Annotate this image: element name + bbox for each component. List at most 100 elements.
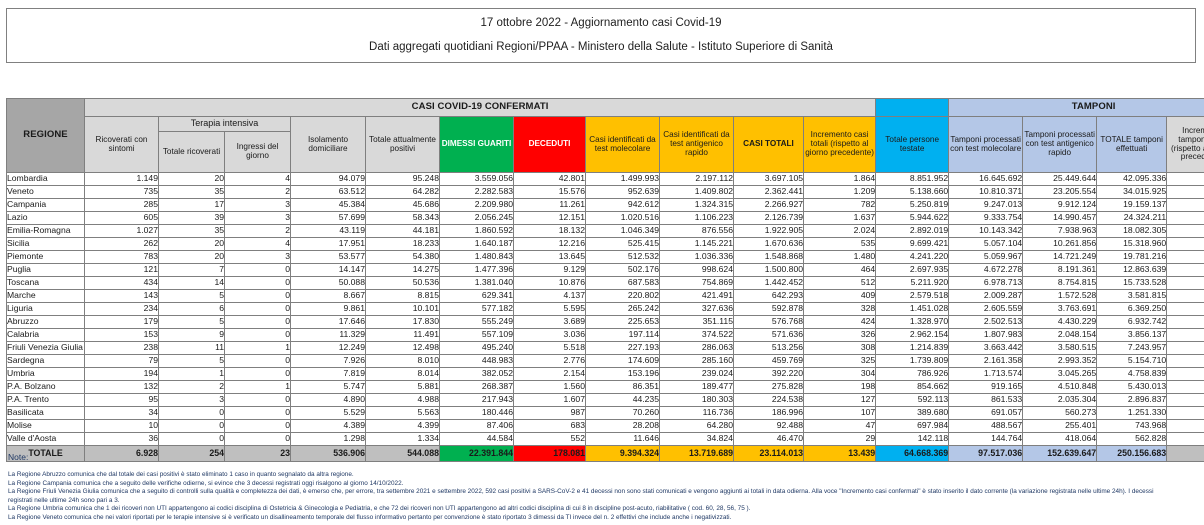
data-cell: 727 xyxy=(1166,393,1204,407)
data-cell: 45.384 xyxy=(290,198,366,212)
data-cell: 0 xyxy=(158,406,225,420)
data-cell: 448.983 xyxy=(439,354,514,368)
region-name-cell: Puglia xyxy=(6,263,85,277)
data-cell: 5.881 xyxy=(365,380,440,394)
data-cell: 1.713.574 xyxy=(948,367,1024,381)
data-cell: 238 xyxy=(84,341,159,355)
data-cell: 1.027 xyxy=(84,224,159,238)
data-cell: 15.576 xyxy=(513,185,586,199)
region-name-cell: P.A. Bolzano xyxy=(6,380,85,394)
data-cell: 1.626 xyxy=(1166,315,1204,329)
data-cell: 70.260 xyxy=(585,406,660,420)
data-cell: 1.572.528 xyxy=(1022,289,1098,303)
note-line: La Regione Veneto comunica che nei valor… xyxy=(8,513,732,521)
data-cell: 2.035.304 xyxy=(1022,393,1098,407)
data-cell: 6 xyxy=(158,302,225,316)
data-cell: 217.943 xyxy=(439,393,514,407)
data-cell: 1.381.040 xyxy=(439,276,514,290)
data-cell: 6.978.713 xyxy=(948,276,1024,290)
data-cell: 4.399 xyxy=(365,419,440,433)
data-cell: 8.010 xyxy=(365,354,440,368)
data-cell: 0 xyxy=(224,263,291,277)
data-cell: 255.401 xyxy=(1022,419,1098,433)
data-cell: 1.864 xyxy=(802,172,877,186)
table-row: Molise 10 0 0 4.389 4.399 87.406 683 28.208 64.28… xyxy=(6,419,1204,433)
data-cell: 8.191.361 xyxy=(1022,263,1098,277)
data-cell: 18.082.305 xyxy=(1096,224,1168,238)
data-cell: 24.324.211 xyxy=(1096,211,1168,225)
table-row: Puglia 121 7 0 14.147 14.275 1.477.396 9.129 502… xyxy=(6,263,1204,277)
data-cell: 42.801 xyxy=(513,172,586,186)
data-cell: 11 xyxy=(158,341,225,355)
total-data-cell: 23 xyxy=(224,445,291,462)
data-cell: 5.138.660 xyxy=(875,185,950,199)
data-cell: 3 xyxy=(158,393,225,407)
data-cell: 560.273 xyxy=(1022,406,1098,420)
data-cell: 17.951 xyxy=(290,237,366,251)
data-cell: 5.241 xyxy=(1166,198,1204,212)
data-cell: 14 xyxy=(158,276,225,290)
data-cell: 2.154 xyxy=(513,367,586,381)
data-cell: 557.109 xyxy=(439,328,514,342)
data-cell: 2.697.935 xyxy=(875,263,950,277)
data-cell: 987 xyxy=(513,406,586,420)
table-row: Lombardia 1.149 20 4 94.079 95.248 3.559.056 42… xyxy=(6,172,1204,186)
data-cell: 1.898 xyxy=(1166,341,1204,355)
data-cell: 876.556 xyxy=(659,224,734,238)
data-cell: 9 xyxy=(158,328,225,342)
data-cell: 95.248 xyxy=(365,172,440,186)
data-cell: 5 xyxy=(158,289,225,303)
data-cell: 629.341 xyxy=(439,289,514,303)
region-name-cell: Piemonte xyxy=(6,250,85,264)
data-cell: 552 xyxy=(513,432,586,446)
data-cell: 220.802 xyxy=(585,289,660,303)
data-cell: 262 xyxy=(84,237,159,251)
data-cell: 133 xyxy=(1166,432,1204,446)
header-band-tamponi: TAMPONI xyxy=(948,98,1204,117)
data-cell: 95 xyxy=(84,393,159,407)
data-cell: 1.209 xyxy=(802,185,877,199)
data-cell: 12.249 xyxy=(290,341,366,355)
data-cell: 197.114 xyxy=(585,328,660,342)
table-row: Valle d'Aosta 36 0 0 1.298 1.334 44.584 552 11.6… xyxy=(6,432,1204,446)
total-data-cell: 64.668.369 xyxy=(875,445,950,462)
data-cell: 1.409.802 xyxy=(659,185,734,199)
data-cell: 2.892.019 xyxy=(875,224,950,238)
data-cell: 326 xyxy=(802,328,877,342)
data-cell: 5.529 xyxy=(290,406,366,420)
data-cell: 4.389 xyxy=(290,419,366,433)
data-cell: 392.220 xyxy=(733,367,804,381)
data-cell: 0 xyxy=(224,367,291,381)
data-cell: 555.249 xyxy=(439,315,514,329)
data-cell: 9.699.421 xyxy=(875,237,950,251)
data-cell: 743.968 xyxy=(1096,419,1168,433)
data-cell: 535 xyxy=(802,237,877,251)
data-cell: 512 xyxy=(802,276,877,290)
data-cell: 44.235 xyxy=(585,393,660,407)
total-data-cell: 97.517.036 xyxy=(948,445,1024,462)
data-cell: 1.451.028 xyxy=(875,302,950,316)
data-cell: 434 xyxy=(84,276,159,290)
report-title-box: 17 ottobre 2022 - Aggiornamento casi Cov… xyxy=(6,8,1196,63)
notes-lines: La Regione Abruzzo comunica che dal tota… xyxy=(8,471,1198,523)
data-cell: 285 xyxy=(84,198,159,212)
data-cell: 2.579.518 xyxy=(875,289,950,303)
region-name-cell: Abruzzo xyxy=(6,315,85,329)
data-cell: 35 xyxy=(158,185,225,199)
data-cell: 4.241.220 xyxy=(875,250,950,264)
data-cell: 58.343 xyxy=(365,211,440,225)
data-cell: 3.581.815 xyxy=(1096,289,1168,303)
data-cell: 35 xyxy=(158,224,225,238)
data-cell: 1 xyxy=(224,380,291,394)
data-cell: 8.765 xyxy=(1166,185,1204,199)
data-cell: 3.036 xyxy=(513,328,586,342)
data-cell: 2.266.927 xyxy=(733,198,804,212)
data-cell: 8.667 xyxy=(290,289,366,303)
data-cell: 9.861 xyxy=(290,302,366,316)
data-cell: 19.781.216 xyxy=(1096,250,1168,264)
data-cell: 16.645.692 xyxy=(948,172,1024,186)
data-cell: 12.151 xyxy=(513,211,586,225)
header-isolamento-domiciliare: Isolamento domiciliare xyxy=(290,116,366,173)
data-cell: 28.208 xyxy=(585,419,660,433)
data-cell: 332 xyxy=(1166,419,1204,433)
